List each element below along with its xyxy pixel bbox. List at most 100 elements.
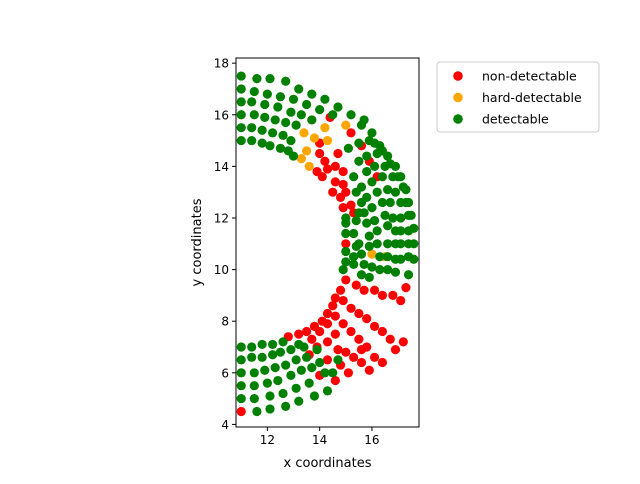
legend-marker-detectable [453, 114, 463, 124]
point-detectable-117 [349, 252, 359, 262]
point-detectable-139 [257, 352, 267, 362]
point-detectable-122 [354, 239, 364, 249]
point-non-detectable-45 [377, 326, 387, 337]
point-detectable-124 [359, 259, 369, 270]
legend-label-hard-detectable: hard-detectable [482, 90, 582, 105]
x-axis-label: x coordinates [284, 456, 372, 471]
point-detectable-1 [252, 74, 262, 84]
point-detectable-138 [247, 352, 257, 362]
point-detectable-153 [249, 381, 259, 391]
point-detectable-82 [367, 177, 377, 187]
point-detectable-158 [307, 363, 317, 373]
point-detectable-89 [236, 135, 246, 146]
point-detectable-162 [265, 391, 275, 401]
point-detectable-157 [296, 365, 306, 375]
point-detectable-2 [265, 74, 275, 84]
point-detectable-6 [320, 94, 330, 104]
point-non-detectable-14 [320, 156, 330, 166]
point-detectable-112 [341, 228, 351, 239]
point-detectable-67 [383, 185, 393, 195]
point-non-detectable-58 [377, 357, 387, 368]
point-detectable-3 [281, 76, 291, 86]
point-detectable-103 [375, 252, 385, 262]
point-detectable-100 [369, 215, 380, 226]
point-detectable-134 [257, 339, 267, 350]
y-tick-label-6: 16 [214, 108, 229, 122]
point-non-detectable-73 [356, 344, 367, 355]
y-tick-label-2: 8 [221, 315, 229, 329]
point-detectable-123 [356, 249, 367, 259]
point-detectable-150 [301, 352, 312, 362]
point-detectable-104 [351, 187, 361, 197]
point-detectable-168 [252, 406, 262, 417]
point-detectable-45 [296, 110, 306, 120]
point-detectable-47 [364, 135, 374, 146]
point-detectable-24 [275, 92, 286, 102]
point-detectable-88 [383, 252, 393, 262]
point-detectable-135 [268, 339, 278, 350]
point-non-detectable-41 [346, 303, 356, 313]
point-non-detectable-72 [330, 375, 340, 386]
point-detectable-95 [288, 151, 299, 161]
point-detectable-148 [281, 360, 291, 370]
point-non-detectable-19 [341, 239, 351, 249]
point-detectable-156 [286, 370, 296, 380]
point-detectable-145 [249, 368, 259, 378]
point-non-detectable-22 [328, 187, 338, 197]
point-non-detectable-62 [333, 344, 343, 355]
point-detectable-25 [288, 94, 299, 104]
y-tick-label-1: 6 [221, 366, 229, 380]
legend-label-non-detectable: non-detectable [482, 69, 577, 84]
point-detectable-27 [315, 105, 325, 115]
point-detectable-172 [309, 391, 320, 401]
y-axis-ticks: 4 6 8 10 12 14 16 18 [214, 57, 236, 432]
point-detectable-79 [343, 143, 354, 153]
point-non-detectable-1 [346, 128, 356, 138]
point-non-detectable-40 [338, 295, 348, 306]
point-non-detectable-26 [369, 285, 380, 295]
legend-marker-hard-detectable [453, 92, 463, 103]
point-detectable-144 [236, 368, 246, 378]
point-detectable-102 [372, 239, 382, 249]
point-detectable-90 [247, 135, 257, 146]
point-non-detectable-37 [301, 326, 312, 337]
point-detectable-4 [294, 84, 304, 94]
point-detectable-121 [354, 208, 364, 218]
point-detectable-74 [247, 123, 257, 133]
point-detectable-152 [236, 381, 246, 391]
point-detectable-40 [236, 97, 246, 107]
point-detectable-120 [351, 215, 361, 226]
point-non-detectable-38 [294, 329, 304, 339]
point-hard-detectable-8 [304, 161, 314, 171]
point-detectable-165 [304, 378, 314, 388]
point-non-detectable-10 [338, 203, 348, 213]
point-detectable-166 [320, 368, 330, 378]
point-detectable-91 [257, 138, 267, 148]
point-hard-detectable-6 [301, 146, 312, 156]
point-non-detectable-65 [356, 357, 367, 368]
point-non-detectable-16 [330, 161, 340, 171]
point-non-detectable-42 [354, 308, 364, 319]
point-detectable-26 [301, 99, 312, 110]
point-detectable-28 [328, 110, 338, 120]
point-detectable-85 [380, 210, 390, 221]
point-detectable-76 [268, 128, 278, 138]
point-non-detectable-66 [364, 365, 374, 375]
point-hard-detectable-1 [320, 123, 330, 133]
point-non-detectable-8 [346, 200, 356, 210]
point-non-detectable-64 [349, 352, 359, 362]
point-detectable-68 [385, 197, 395, 208]
point-detectable-78 [286, 135, 296, 146]
point-detectable-126 [364, 272, 374, 282]
point-non-detectable-44 [369, 321, 380, 331]
point-detectable-0 [236, 71, 246, 81]
point-detectable-43 [273, 102, 283, 112]
point-non-detectable-48 [398, 337, 408, 347]
point-detectable-51 [390, 187, 401, 197]
point-detectable-130 [403, 270, 414, 280]
point-non-detectable-47 [390, 344, 401, 355]
point-detectable-108 [364, 231, 374, 241]
point-detectable-160 [236, 394, 246, 404]
point-detectable-155 [273, 375, 283, 386]
